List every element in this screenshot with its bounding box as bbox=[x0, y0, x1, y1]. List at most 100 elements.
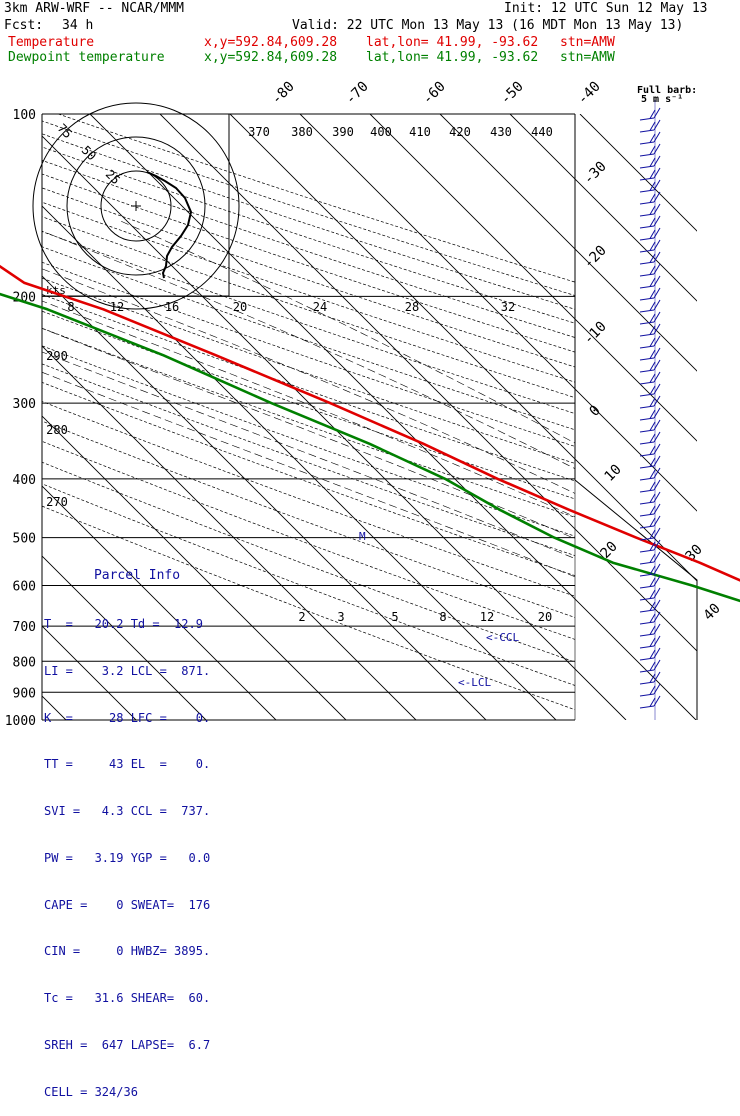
wind-barb bbox=[639, 143, 661, 157]
wind-barb bbox=[639, 275, 661, 289]
wind-barb-flag bbox=[649, 625, 656, 635]
dry-adiabat-line bbox=[42, 505, 575, 711]
wind-barb-staff bbox=[639, 153, 655, 157]
wind-barb-staff bbox=[639, 525, 655, 529]
wind-barb bbox=[639, 239, 661, 253]
wind-barb bbox=[639, 611, 661, 625]
dry-adiabat-line bbox=[42, 216, 575, 399]
wind-barb-flag bbox=[649, 493, 656, 503]
wind-barb-flag bbox=[649, 505, 656, 515]
wind-barb-flag bbox=[649, 169, 656, 179]
parcel-row: LI = 3.2 LCL = 871. bbox=[44, 663, 211, 678]
mixing-ratio-label: 5 bbox=[391, 610, 398, 624]
wind-barb-flag bbox=[649, 421, 656, 431]
dewpoint-line bbox=[0, 292, 740, 603]
hodograph-ring bbox=[32, 102, 240, 310]
pressure-label: 100 bbox=[13, 108, 36, 123]
isotherm-label: -30 bbox=[581, 159, 610, 188]
wind-barb-flag bbox=[649, 589, 656, 599]
wind-barb bbox=[639, 695, 661, 709]
wind-barb-flag bbox=[649, 553, 656, 563]
wind-barb-staff bbox=[639, 513, 655, 517]
temperature-xy: x,y=592.84,609.28 bbox=[204, 35, 338, 50]
wind-barb-flag bbox=[649, 241, 656, 251]
speed-label: 12 bbox=[110, 300, 124, 314]
wind-barb-staff bbox=[639, 429, 655, 433]
parcel-row: CIN = 0 HWBZ= 3895. bbox=[44, 944, 211, 959]
isotherm-label: -70 bbox=[343, 79, 372, 108]
isotherm-line bbox=[159, 114, 697, 652]
wind-barb bbox=[639, 683, 661, 697]
wide-clip-group bbox=[42, 114, 697, 720]
wind-barb-flag bbox=[649, 541, 656, 551]
wind-barb-staff bbox=[639, 381, 655, 385]
wind-barb-staff bbox=[639, 309, 655, 313]
wind-frame bbox=[574, 479, 698, 720]
wind-barb bbox=[639, 215, 661, 229]
wind-barb-staff bbox=[639, 549, 655, 553]
lcl-annotation: <-LCL bbox=[458, 676, 491, 689]
mixing-ratio-line bbox=[723, 586, 740, 720]
wind-barb-flag bbox=[649, 205, 656, 215]
wind-barb-staff bbox=[639, 405, 655, 409]
pressure-label: 400 bbox=[13, 473, 36, 488]
wind-barb bbox=[639, 419, 661, 433]
wind-barb-staff bbox=[639, 669, 655, 673]
wind-barb-flag bbox=[649, 613, 656, 623]
wind-barb bbox=[639, 107, 661, 121]
speed-label: 8 bbox=[67, 300, 74, 314]
wind-barb-staff bbox=[639, 213, 655, 217]
wind-barb-flag bbox=[649, 301, 656, 311]
wind-barb-flag bbox=[649, 577, 656, 587]
wind-barb-staff bbox=[639, 573, 655, 577]
hodograph-ring bbox=[66, 136, 206, 276]
wind-barb-staff bbox=[639, 225, 655, 229]
wind-barb-staff bbox=[639, 285, 655, 289]
wind-barb-staff bbox=[639, 189, 655, 193]
isotherm-line bbox=[579, 114, 697, 232]
isotherm-line bbox=[42, 415, 347, 720]
mixing-ratio-label: 20 bbox=[538, 610, 552, 624]
isotherm-line bbox=[42, 555, 207, 720]
m-annotation: M bbox=[359, 530, 366, 543]
fcst-label: Fcst: bbox=[4, 18, 44, 33]
wind-barb bbox=[639, 323, 661, 337]
dry-adiabat-line bbox=[42, 420, 575, 618]
wind-barb-flag bbox=[649, 469, 656, 479]
parcel-info-panel: Parcel Info T = 20.2 Td = 12.9 LI = 3.2 … bbox=[44, 537, 230, 1099]
hodograph-trace bbox=[146, 171, 193, 279]
wind-barb-flag bbox=[649, 133, 656, 143]
dry-adiabat-line bbox=[42, 483, 575, 686]
wind-barb-staff bbox=[639, 417, 655, 421]
wind-barb-flag bbox=[649, 337, 656, 347]
wind-barb-staff bbox=[639, 141, 655, 145]
wind-barb-staff bbox=[639, 657, 655, 661]
wind-barb bbox=[639, 287, 661, 301]
wind-barb bbox=[639, 647, 661, 661]
dewpoint-xy: x,y=592.84,609.28 bbox=[204, 50, 338, 65]
wind-barb-flag bbox=[649, 685, 656, 695]
wind-barb-flag bbox=[649, 157, 656, 167]
isotherm-label: -50 bbox=[498, 79, 527, 108]
speed-label: 20 bbox=[233, 300, 247, 314]
pressure-label: 800 bbox=[13, 655, 36, 670]
pressure-label: 200 bbox=[13, 290, 36, 305]
parcel-row: CELL = 324/36 bbox=[44, 1084, 138, 1099]
theta-label: 390 bbox=[332, 125, 354, 139]
parcel-row: CAPE = 0 SWEAT= 176 bbox=[44, 897, 211, 912]
isotherm-label: -60 bbox=[420, 79, 449, 108]
wind-barb bbox=[639, 131, 661, 145]
isotherm-label: -80 bbox=[269, 79, 298, 108]
isotherm-label: 10 bbox=[602, 462, 625, 485]
dry-adiabat-line bbox=[42, 201, 575, 383]
wind-barb-staff bbox=[639, 273, 655, 277]
mixing-ratio-line bbox=[632, 586, 740, 720]
isotherm-label: 40 bbox=[701, 601, 724, 624]
parcel-row: SREH = 647 LAPSE= 6.7 bbox=[44, 1038, 211, 1052]
dry-adiabat-line bbox=[42, 294, 575, 482]
mixing-ratio-label: 12 bbox=[480, 610, 494, 624]
wind-barb-flag bbox=[649, 697, 656, 707]
dry-adiabat-line bbox=[42, 231, 575, 414]
wind-barb-flag bbox=[649, 181, 656, 191]
moist-adiabat-line bbox=[42, 351, 575, 559]
